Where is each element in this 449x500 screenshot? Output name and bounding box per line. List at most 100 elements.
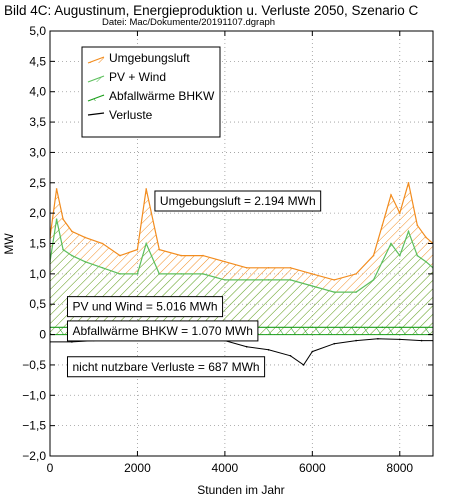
legend-entry: Verluste (87, 108, 153, 122)
data-point (267, 267, 270, 269)
annotation-box (66, 320, 259, 342)
data-point (245, 345, 248, 348)
y-tick-label: 1,0 (29, 267, 46, 281)
legend-label: Abfallwärme BHKW (109, 89, 215, 103)
data-point (101, 267, 104, 269)
data-point (289, 279, 292, 281)
data-point (425, 260, 427, 263)
legend-box (81, 46, 221, 138)
data-point (377, 338, 379, 340)
y-tick-label: −0,5 (22, 358, 46, 372)
data-point (399, 338, 401, 341)
data-point (407, 230, 410, 233)
data-point (62, 248, 64, 251)
annotation-box (66, 356, 266, 378)
data-point (84, 236, 86, 239)
data-point (399, 254, 401, 257)
legend-entry: PV + Wind (87, 70, 166, 84)
data-point (289, 267, 292, 269)
data-point (136, 248, 139, 251)
y-tick-label: −2,0 (22, 449, 46, 463)
data-point (407, 182, 410, 184)
annotation-text: Umgebungsluft = 2.194 MWh (160, 194, 316, 208)
data-point (425, 236, 427, 239)
y-tick-label: 0,5 (29, 297, 46, 311)
data-point (55, 218, 58, 220)
data-point (355, 339, 357, 342)
legend-swatch (87, 75, 105, 83)
data-point (267, 349, 270, 351)
data-point (381, 224, 384, 227)
y-tick-label: −1,0 (22, 388, 46, 402)
legend-swatch (87, 94, 105, 102)
x-tick-label: 6000 (299, 461, 326, 475)
y-tick-label: 4,0 (29, 85, 46, 99)
legend-label: PV + Wind (109, 70, 166, 84)
data-point (333, 291, 336, 293)
legend: Umgebungsluft PV + Wind Abfallwärme BHKW Ve… (81, 46, 221, 138)
data-point (62, 218, 64, 220)
annotation-text: PV und Wind = 5.016 MWh (72, 300, 217, 314)
data-point (355, 291, 357, 293)
data-point (158, 273, 161, 275)
data-point (71, 254, 73, 257)
data-point (71, 341, 73, 343)
data-point (136, 273, 139, 275)
y-tick-label: 5,0 (29, 24, 46, 38)
data-point (390, 194, 392, 196)
y-tick-label: 2,0 (29, 206, 46, 220)
data-point (311, 326, 314, 329)
data-point (399, 212, 401, 214)
x-tick-label: 4000 (212, 461, 239, 475)
annotation-box (66, 296, 224, 318)
annotation: PV und Wind = 5.016 MWh (66, 296, 224, 318)
data-point (420, 339, 423, 342)
data-point (145, 188, 147, 190)
legend-entry: Abfallwärme BHKW (87, 89, 215, 103)
annotation: Abfallwärme BHKW = 1.070 MWh (66, 320, 259, 342)
data-point (224, 279, 226, 281)
data-point (71, 230, 73, 233)
data-point (245, 267, 248, 269)
data-point (55, 188, 58, 190)
data-point (416, 224, 419, 227)
annotation-box (154, 190, 322, 212)
annotation: nicht nutzbare Verluste = 687 MWh (66, 356, 266, 378)
data-point (372, 279, 375, 281)
annotation-text: Abfallwärme BHKW = 1.070 MWh (72, 324, 252, 338)
legend-label: Verluste (109, 108, 153, 122)
data-point (267, 279, 270, 281)
data-point (101, 242, 104, 245)
chart-title: Bild 4C: Augustinum, Energieproduktion u… (4, 3, 419, 18)
y-tick-label: 3,0 (29, 145, 46, 159)
data-point (333, 279, 336, 281)
legend-entry: Umgebungsluft (87, 51, 190, 65)
data-point (416, 254, 419, 257)
data-point (119, 254, 121, 257)
y-tick-label: 1,5 (29, 237, 46, 251)
x-axis-label: Stunden im Jahr (197, 483, 284, 497)
data-point (399, 326, 401, 329)
annotation-text: nicht nutzbare Verluste = 687 MWh (72, 360, 259, 374)
data-point (202, 254, 204, 257)
legend-label: Umgebungsluft (109, 51, 190, 65)
data-point (145, 242, 147, 245)
data-point (311, 285, 314, 287)
y-tick-label: 0 (39, 328, 46, 342)
data-point (372, 254, 375, 257)
data-point (311, 350, 314, 353)
y-tick-label: −1,5 (22, 419, 46, 433)
y-axis-label: MW (2, 233, 16, 255)
y-tick-label: 4,5 (29, 54, 46, 68)
chart-subtitle: Datei: Mac/Dokumente/20191107.dgraph (102, 17, 276, 28)
data-point (84, 260, 86, 263)
data-point (180, 254, 182, 257)
annotations: Umgebungsluft = 2.194 MWh PV und Wind = 5… (66, 190, 322, 378)
y-tick-label: 2,5 (29, 176, 46, 190)
data-point (333, 342, 336, 345)
data-point (180, 273, 182, 275)
data-point (390, 242, 392, 245)
legend-swatch (87, 56, 105, 64)
data-point (381, 326, 384, 329)
data-point (224, 260, 226, 263)
